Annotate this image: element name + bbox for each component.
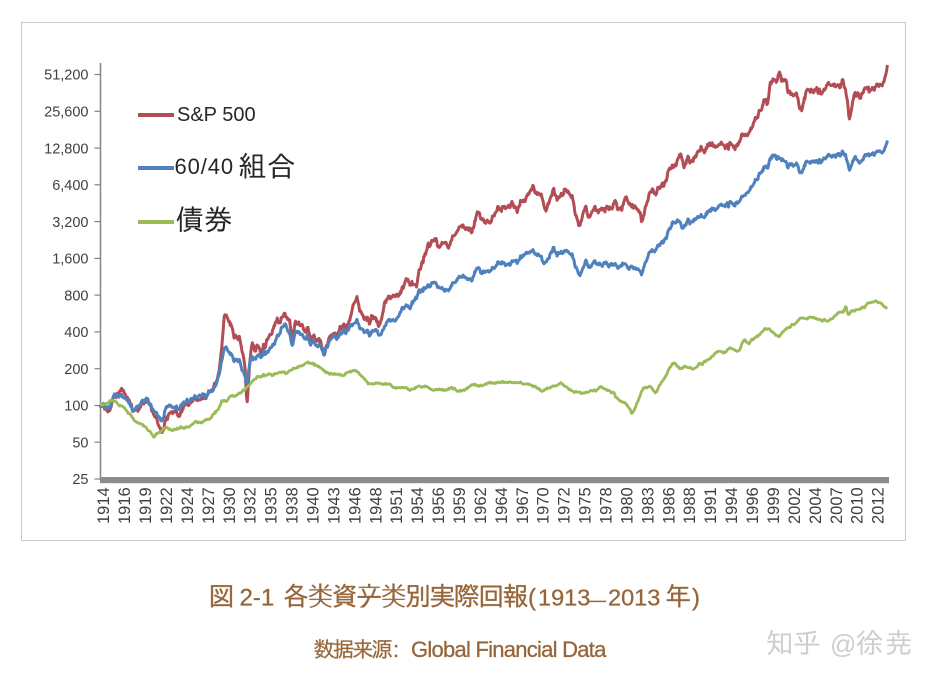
- svg-text:(: (: [528, 585, 536, 612]
- svg-text:2013: 2013: [608, 585, 660, 611]
- svg-text:Global Financial Data: Global Financial Data: [411, 637, 607, 662]
- svg-text:1970: 1970: [535, 487, 553, 524]
- svg-text:1986: 1986: [660, 487, 678, 524]
- svg-text:S&P 500: S&P 500: [177, 104, 256, 126]
- svg-text:—: —: [589, 591, 606, 610]
- svg-text:1988: 1988: [681, 487, 699, 524]
- svg-text:400: 400: [64, 325, 88, 341]
- svg-text:1914: 1914: [95, 487, 113, 524]
- svg-text:25,600: 25,600: [44, 105, 88, 121]
- svg-text:1991: 1991: [702, 487, 720, 524]
- svg-text:): ): [692, 585, 700, 612]
- svg-text::: :: [393, 637, 399, 662]
- svg-text:1916: 1916: [116, 487, 134, 524]
- svg-text:1956: 1956: [430, 487, 448, 524]
- svg-text:1935: 1935: [263, 487, 281, 524]
- svg-text:2002: 2002: [786, 487, 804, 524]
- svg-text:3,200: 3,200: [52, 215, 88, 231]
- svg-text:1924: 1924: [179, 487, 197, 524]
- svg-text:1943: 1943: [325, 487, 343, 524]
- svg-text:1,600: 1,600: [52, 252, 88, 268]
- svg-text:800: 800: [64, 288, 88, 304]
- svg-text:60/40: 60/40: [175, 154, 235, 179]
- svg-text:1978: 1978: [598, 487, 616, 524]
- svg-text:1967: 1967: [514, 487, 532, 524]
- svg-text:25: 25: [72, 472, 88, 488]
- svg-text:6,400: 6,400: [52, 178, 88, 194]
- svg-text:1954: 1954: [409, 487, 427, 524]
- svg-text:1959: 1959: [451, 487, 469, 524]
- svg-text:1919: 1919: [137, 487, 155, 524]
- svg-text:1980: 1980: [619, 487, 637, 524]
- svg-text:100: 100: [64, 399, 88, 415]
- svg-text:51,200: 51,200: [44, 68, 88, 84]
- svg-text:2-1: 2-1: [240, 585, 275, 612]
- svg-text:1972: 1972: [556, 487, 574, 524]
- svg-text:12,800: 12,800: [44, 141, 88, 157]
- svg-text:1975: 1975: [577, 487, 595, 524]
- svg-text:1922: 1922: [158, 487, 176, 524]
- svg-text:2010: 2010: [849, 487, 867, 524]
- svg-text:1948: 1948: [367, 487, 385, 524]
- svg-text:1994: 1994: [723, 487, 741, 524]
- svg-text:1996: 1996: [744, 487, 762, 524]
- svg-text:1932: 1932: [242, 487, 260, 524]
- svg-text:@: @: [830, 629, 856, 659]
- svg-text:1930: 1930: [221, 487, 239, 524]
- svg-text:2007: 2007: [828, 487, 846, 524]
- svg-text:1964: 1964: [493, 487, 511, 524]
- svg-text:200: 200: [64, 362, 88, 378]
- svg-text:1946: 1946: [346, 487, 364, 524]
- svg-text:1940: 1940: [305, 487, 323, 524]
- svg-text:1983: 1983: [639, 487, 657, 524]
- svg-text:1927: 1927: [200, 487, 218, 524]
- svg-text:1951: 1951: [388, 487, 406, 524]
- svg-text:2012: 2012: [870, 487, 888, 524]
- svg-text:1913: 1913: [538, 585, 590, 611]
- svg-text:1962: 1962: [472, 487, 490, 524]
- svg-text:1999: 1999: [765, 487, 783, 524]
- svg-text:1938: 1938: [284, 487, 302, 524]
- svg-text:50: 50: [72, 435, 88, 451]
- svg-text:2004: 2004: [807, 487, 825, 524]
